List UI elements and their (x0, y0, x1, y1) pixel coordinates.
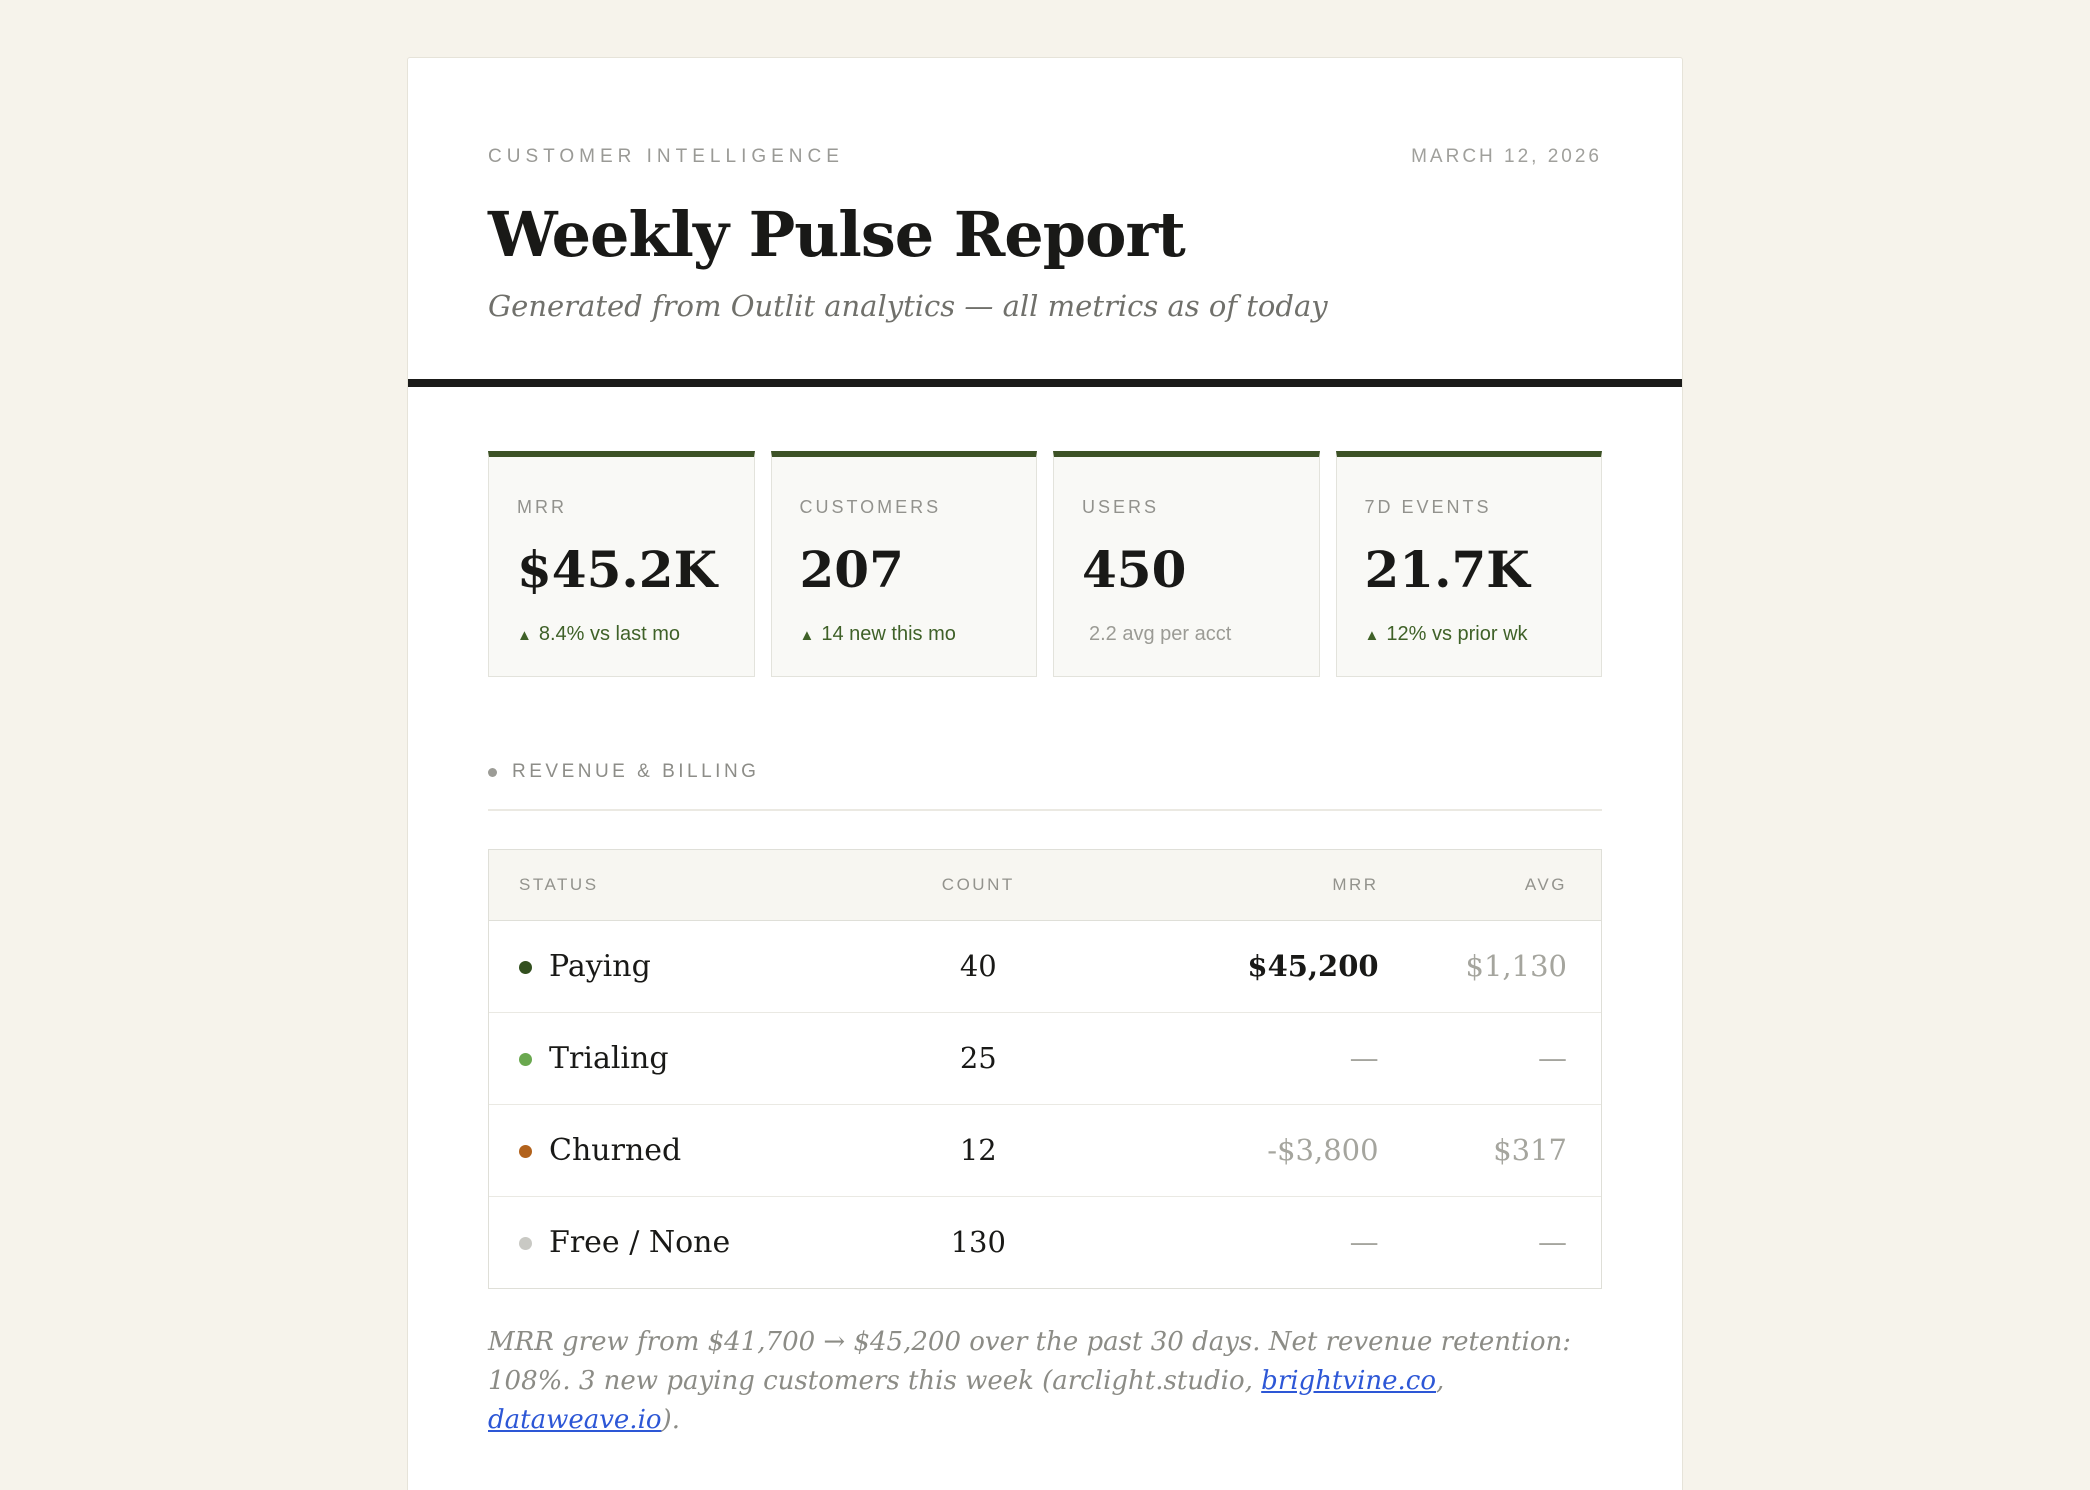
status-cell: Churned (489, 1104, 867, 1196)
metric-card-customers: CUSTOMERS 207 ▲ 14 new this mo (770, 451, 1037, 677)
metric-value: 450 (1082, 540, 1187, 599)
avg-cell: $1,130 (1465, 949, 1567, 983)
status-cell: Paying (489, 920, 867, 1012)
mrr-cell: — (1349, 1225, 1379, 1260)
table-row-trialing: Trialing 25 — — (489, 1012, 1601, 1104)
status-label: Churned (549, 1132, 682, 1168)
metric-value: 207 (799, 540, 904, 599)
column-header-mrr: MRR (1089, 850, 1379, 921)
status-dot-icon (519, 960, 532, 974)
avg-cell: $317 (1493, 1133, 1567, 1167)
metric-label: 7D EVENTS (1364, 497, 1492, 517)
column-header-status: STATUS (489, 850, 868, 921)
status-label: Free / None (549, 1224, 731, 1260)
status-cell: Trialing (489, 1012, 867, 1104)
count-cell: 130 (950, 1225, 1006, 1260)
report-page: CUSTOMER INTELLIGENCE MARCH 12, 2026 Wee… (407, 57, 1683, 1490)
status-label: Paying (549, 948, 651, 984)
column-header-count: COUNT (867, 850, 1090, 921)
column-header-avg: AVG (1378, 850, 1601, 921)
status-dot-icon (519, 1144, 532, 1158)
count-cell: 40 (959, 949, 997, 983)
section-divider (488, 809, 1602, 811)
revenue-table: STATUS COUNT MRR AVG Paying 40 $45,200 $… (488, 849, 1602, 1289)
table-row-paying: Paying 40 $45,200 $1,130 (489, 920, 1601, 1012)
bullet-icon (488, 767, 497, 777)
triangle-up-icon: ▲ (799, 627, 815, 644)
page-title: Weekly Pulse Report (488, 198, 1186, 271)
table-header-row: STATUS COUNT MRR AVG (489, 850, 1601, 921)
table-row-churned: Churned 12 -$3,800 $317 (489, 1104, 1601, 1196)
link-dataweave[interactable]: dataweave.io (488, 1405, 662, 1435)
metric-delta-text: 12% vs prior wk (1386, 623, 1528, 645)
link-brightvine[interactable]: brightvine.co (1261, 1366, 1437, 1396)
mrr-cell: — (1349, 1041, 1379, 1075)
metric-delta-text: 8.4% vs last mo (538, 623, 681, 645)
metric-label: CUSTOMERS (799, 497, 942, 517)
count-cell: 12 (959, 1133, 997, 1167)
triangle-up-icon: ▲ (517, 627, 532, 644)
metric-delta-text: 2.2 avg per acct (1089, 623, 1232, 645)
status-label: Trialing (549, 1040, 669, 1076)
report-date: MARCH 12, 2026 (1411, 146, 1602, 167)
status-dot-icon (519, 1236, 532, 1250)
section-title: REVENUE & BILLING (512, 761, 760, 782)
footnote-separator: , (1436, 1366, 1445, 1396)
metric-label: MRR (517, 497, 567, 517)
metric-delta: ▲ 12% vs prior wk (1365, 623, 1574, 646)
footnote-text: MRR grew from $41,700 → $45,200 over the… (488, 1327, 1571, 1396)
metric-delta-text: 14 new this mo (821, 623, 956, 645)
revenue-footnote: MRR grew from $41,700 → $45,200 over the… (488, 1323, 1602, 1440)
metric-delta: ▲ 8.4% vs last mo (517, 623, 726, 646)
metric-value: $45.2K (517, 540, 718, 599)
mrr-cell: $45,200 (1247, 949, 1379, 983)
page-subtitle: Generated from Outlit analytics — all me… (488, 289, 1328, 323)
footnote-text-end: ). (661, 1405, 680, 1435)
mrr-cell: -$3,800 (1267, 1133, 1379, 1167)
avg-cell: — (1538, 1041, 1567, 1075)
metric-label: USERS (1082, 497, 1160, 517)
metric-value: 21.7K (1364, 540, 1530, 599)
status-dot-icon (519, 1052, 532, 1066)
metric-cards: MRR $45.2K ▲ 8.4% vs last mo CUSTOMERS 20… (488, 451, 1602, 677)
count-cell: 25 (959, 1041, 997, 1075)
metric-delta: 2.2 avg per acct (1082, 623, 1291, 646)
metric-card-mrr: MRR $45.2K ▲ 8.4% vs last mo (488, 451, 755, 677)
metric-card-7d-events: 7D EVENTS 21.7K ▲ 12% vs prior wk (1335, 451, 1602, 677)
eyebrow-label: CUSTOMER INTELLIGENCE (488, 146, 844, 167)
masthead: CUSTOMER INTELLIGENCE MARCH 12, 2026 Wee… (408, 58, 1682, 387)
status-cell: Free / None (489, 1196, 867, 1288)
table-row-free-none: Free / None 130 — — (489, 1196, 1601, 1288)
metric-delta: ▲ 14 new this mo (800, 623, 1009, 646)
triangle-up-icon: ▲ (1364, 627, 1380, 644)
section-revenue-billing: REVENUE & BILLING (488, 761, 1602, 783)
avg-cell: — (1538, 1225, 1567, 1260)
metric-card-users: USERS 450 2.2 avg per acct (1053, 451, 1320, 677)
